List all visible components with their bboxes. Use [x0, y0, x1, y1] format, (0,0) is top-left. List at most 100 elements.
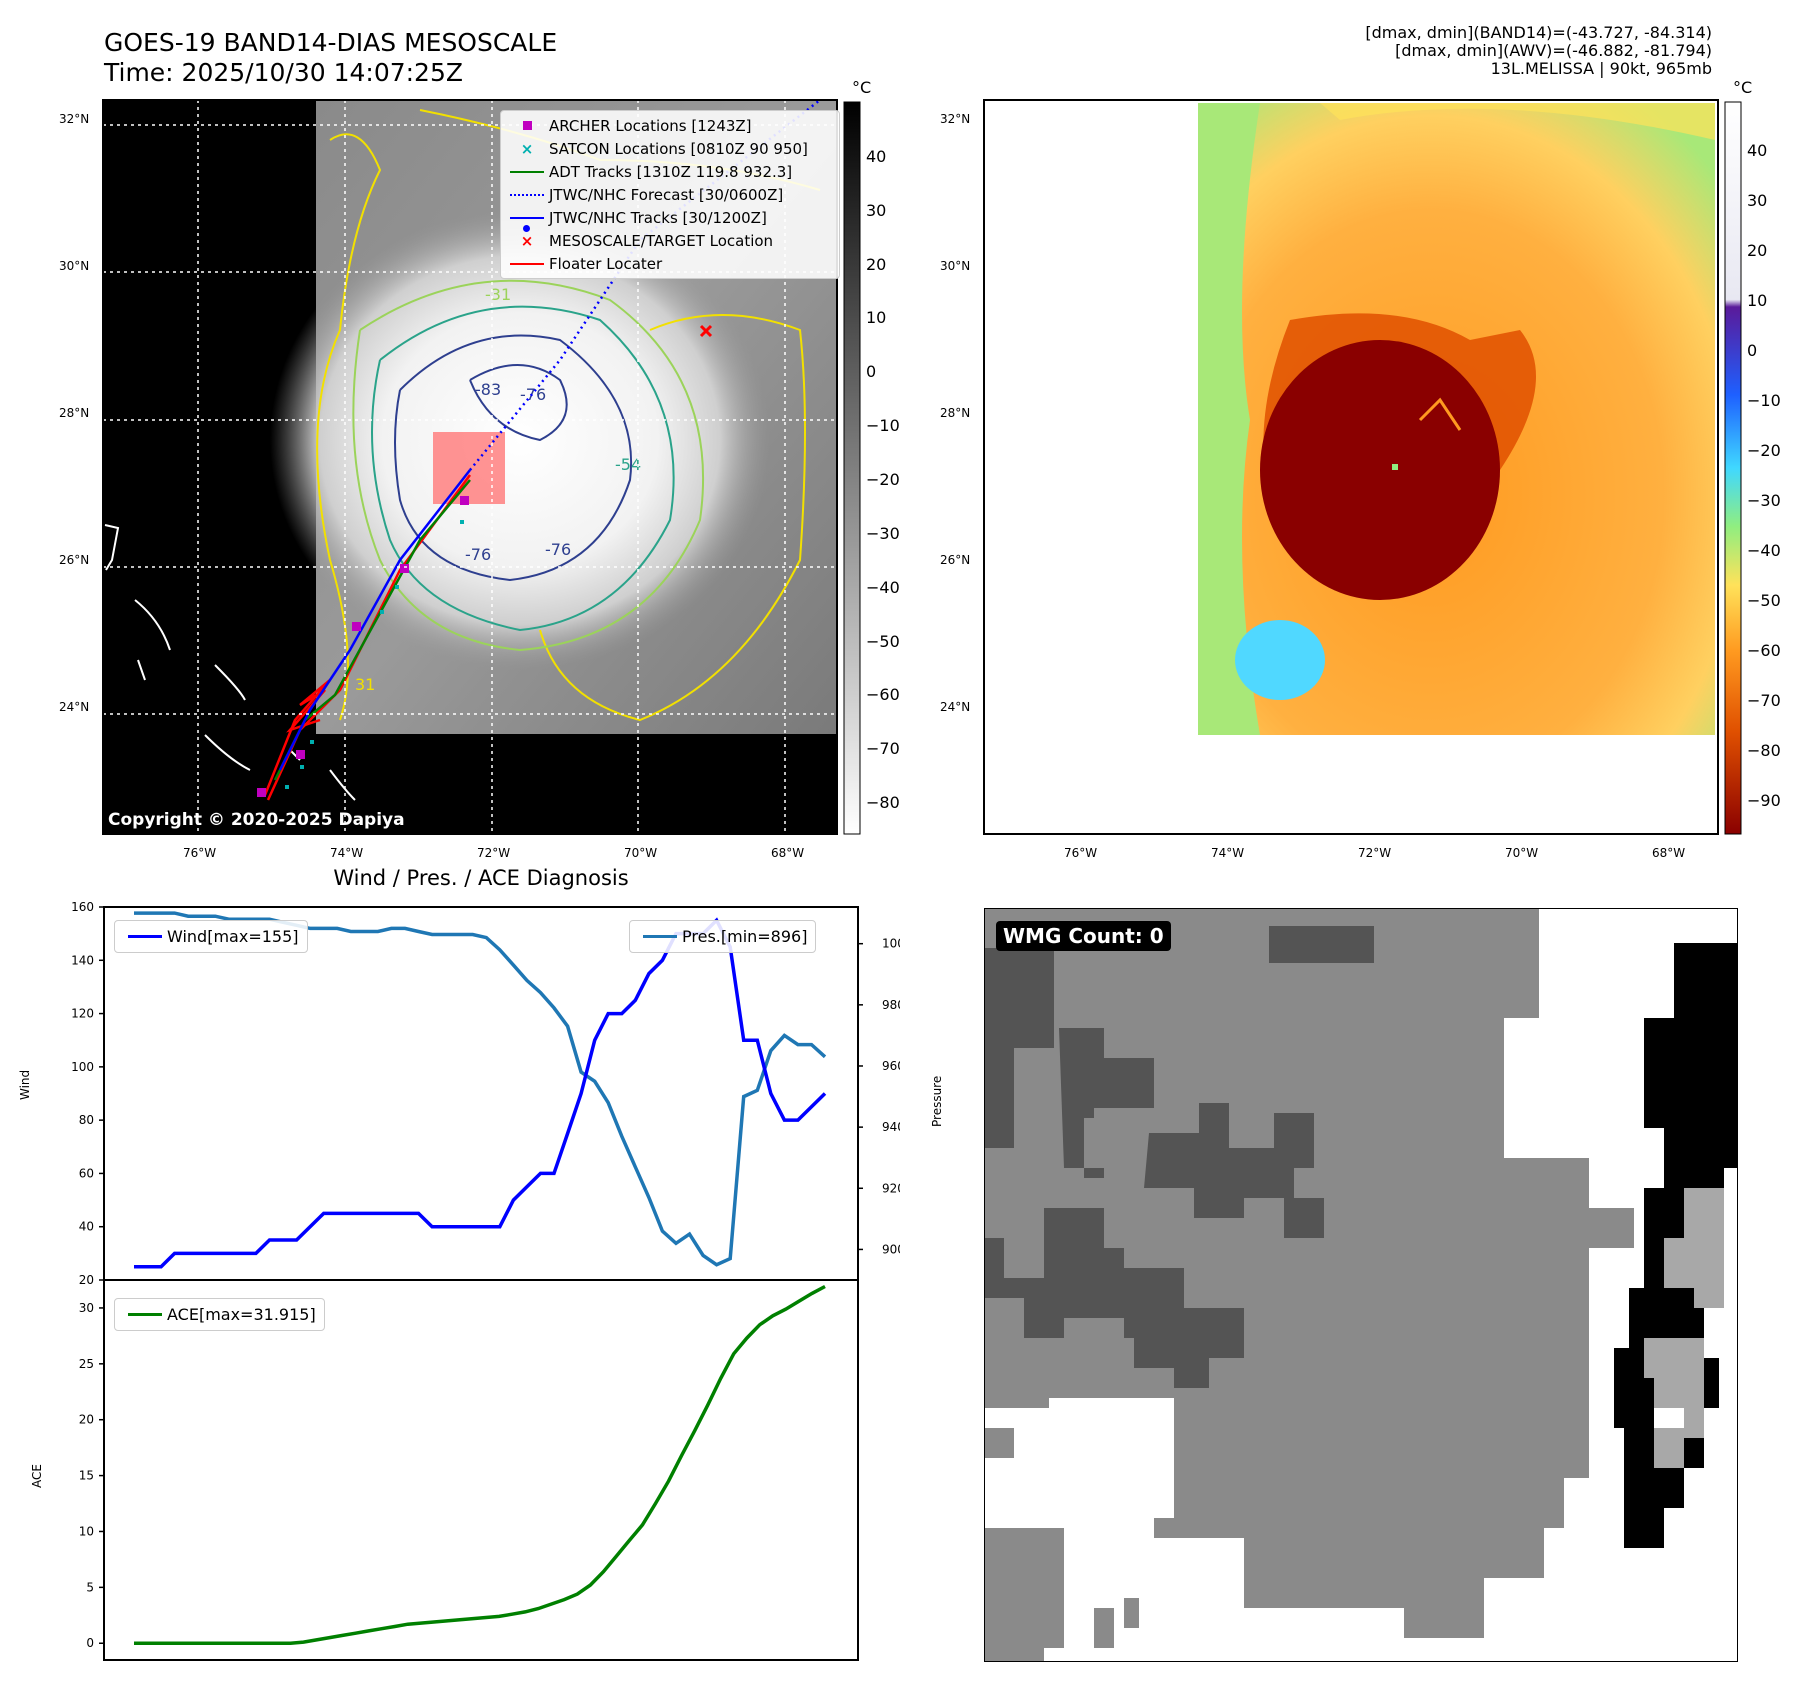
lon-label: 70°W — [624, 846, 658, 860]
legend-label: ARCHER Locations [1243Z] — [549, 116, 752, 135]
y-tick-label: 25 — [79, 1357, 94, 1371]
green-line-icon — [505, 170, 549, 173]
awv-dry-patch — [1235, 620, 1325, 700]
wmg-dark-center — [1144, 1103, 1324, 1238]
awv-eye — [1392, 464, 1398, 470]
info-line-3: 13L.MELISSA | 90kt, 965mb — [1490, 59, 1712, 78]
ir-colorbar-tick: 0 — [866, 362, 877, 382]
contour-label: -76 — [545, 540, 571, 559]
awv-colorbar-tick: −90 — [1747, 791, 1781, 810]
wmg-dark-south — [1124, 1268, 1244, 1388]
lon-label: 70°W — [1505, 846, 1539, 860]
pressure-line — [134, 911, 827, 1267]
y-tick-label: 0 — [86, 1636, 94, 1650]
ir-colorbar-tick: −40 — [866, 577, 900, 597]
lat-label: 32°N — [59, 112, 90, 126]
legend-label: ACE[max=31.915] — [167, 1305, 316, 1324]
ir-colorbar-tick: 40 — [866, 146, 887, 166]
ir-colorbar-tick: −60 — [866, 685, 900, 705]
contour-navy-inner — [469, 364, 568, 442]
legend-item-ace: ACE[max=31.915] — [123, 1303, 316, 1326]
wmg-white-sw — [984, 1398, 1174, 1518]
ir-colorbar-tick: −10 — [866, 416, 900, 436]
y-tick-label: 20 — [79, 1273, 94, 1287]
legend-item-tracks: JTWC/NHC Tracks [30/1200Z] — [505, 206, 835, 232]
legend-item-adt: ADT Tracks [1310Z 119.8 932.3] — [505, 160, 835, 183]
awv-colorbar-tick: −60 — [1747, 641, 1781, 660]
wind-legend: Wind[max=155] — [114, 920, 308, 953]
ace-legend: ACE[max=31.915] — [114, 1298, 325, 1331]
pressure-legend: Pres.[min=896] — [629, 920, 817, 953]
wmg-count-badge: WMG Count: 0 — [996, 921, 1171, 951]
lat-label: 30°N — [940, 259, 971, 273]
legend-label: JTWC/NHC Tracks [30/1200Z] — [549, 208, 767, 227]
green-line-icon — [123, 1313, 167, 1316]
y-right-tick-label: 920 — [882, 1181, 900, 1195]
awv-dry-west — [1198, 103, 1260, 735]
lon-label: 76°W — [183, 846, 217, 860]
archer-points — [257, 496, 469, 797]
y-tick-label: 20 — [79, 1413, 94, 1427]
awv-colorbar — [1724, 101, 1742, 835]
ir-colorbar-tick: 30 — [866, 200, 887, 220]
legend-item-pressure: Pres.[min=896] — [638, 925, 807, 948]
ir-colorbar-tick: −50 — [866, 631, 900, 651]
contour-yellow — [316, 133, 382, 721]
awv-colorbar-tick: −20 — [1747, 441, 1781, 460]
cyan-x-icon: × — [520, 139, 534, 158]
y-right-tick-label: 940 — [882, 1120, 900, 1134]
y-tick-label: 40 — [79, 1220, 94, 1234]
floater-box — [433, 432, 505, 504]
legend-item-forecast: JTWC/NHC Forecast [30/0600Z] — [505, 183, 835, 206]
awv-colorbar-tick: 0 — [1747, 341, 1758, 360]
wmg-white-ne — [1504, 1018, 1544, 1058]
legend-item-satcon: × SATCON Locations [0810Z 90 950] — [505, 137, 835, 160]
legend-item-archer: ARCHER Locations [1243Z] — [505, 114, 835, 137]
contour-yellow-3 — [539, 314, 806, 722]
storm-info: [dmax, dmin](BAND14)=(-43.727, -84.314) … — [1365, 24, 1712, 78]
y-tick-label: 60 — [79, 1166, 94, 1180]
ir-colorbar-tick: −20 — [866, 470, 900, 489]
wmg-dark-n — [1269, 926, 1374, 963]
legend-item-floater: Floater Locater — [505, 252, 835, 275]
y-tick-label: 140 — [71, 953, 94, 967]
wind-axes: 20 40 60 80 100 120 140 160 900 920 940 960 980 1000 — [71, 900, 900, 1287]
blue-dotted-line-icon — [505, 193, 549, 196]
ace-axes: 0 5 10 15 20 25 30 — [79, 1279, 859, 1661]
lat-label: 26°N — [940, 553, 971, 567]
ir-colorbar-tick: −70 — [866, 739, 900, 759]
floater-locater-track-2 — [263, 679, 331, 796]
title-line-2: Time: 2025/10/30 14:07:25Z — [104, 58, 463, 87]
contour-label: -76 — [465, 545, 491, 564]
jtwc-track — [278, 469, 471, 771]
y-tick-label: 80 — [79, 1113, 94, 1127]
wmg-gray-spots — [1094, 1598, 1139, 1648]
wind-frame — [103, 906, 859, 1281]
ir-colorbar-tick: 10 — [866, 308, 887, 328]
legend-item-wind: Wind[max=155] — [123, 925, 299, 948]
wind-line — [134, 917, 827, 1269]
contour-green — [352, 279, 705, 652]
contour-label: -83 — [475, 380, 501, 399]
contour-navy — [394, 334, 633, 582]
awv-colorbar-tick: −30 — [1747, 491, 1781, 510]
legend-label: JTWC/NHC Forecast [30/0600Z] — [549, 185, 784, 204]
pressure-ylabel: Pressure — [930, 1075, 944, 1127]
legend-label: MESOSCALE/TARGET Location — [549, 231, 774, 250]
lat-label: 26°N — [59, 553, 90, 567]
ace-ylabel: ACE — [30, 1464, 44, 1488]
wmg-lightgray-2 — [1644, 1338, 1704, 1468]
wmg-gray-field-2 — [984, 1528, 1064, 1662]
y-tick-label: 15 — [79, 1469, 94, 1483]
contour-label: -54 — [615, 455, 641, 474]
awv-yellow-band — [1320, 103, 1715, 140]
y-tick-label: 160 — [71, 900, 94, 914]
awv-colorbar-tick: −40 — [1747, 541, 1781, 560]
y-right-tick-label: 980 — [882, 998, 900, 1012]
diagnosis-chart: 204060801001201401609009209409609801000 … — [71, 900, 900, 1661]
magenta-square-icon — [505, 121, 549, 130]
wmg-dark-west — [984, 1028, 1154, 1338]
coastline — [104, 524, 356, 801]
red-line-icon — [505, 262, 549, 265]
blue-line-icon — [123, 935, 167, 938]
